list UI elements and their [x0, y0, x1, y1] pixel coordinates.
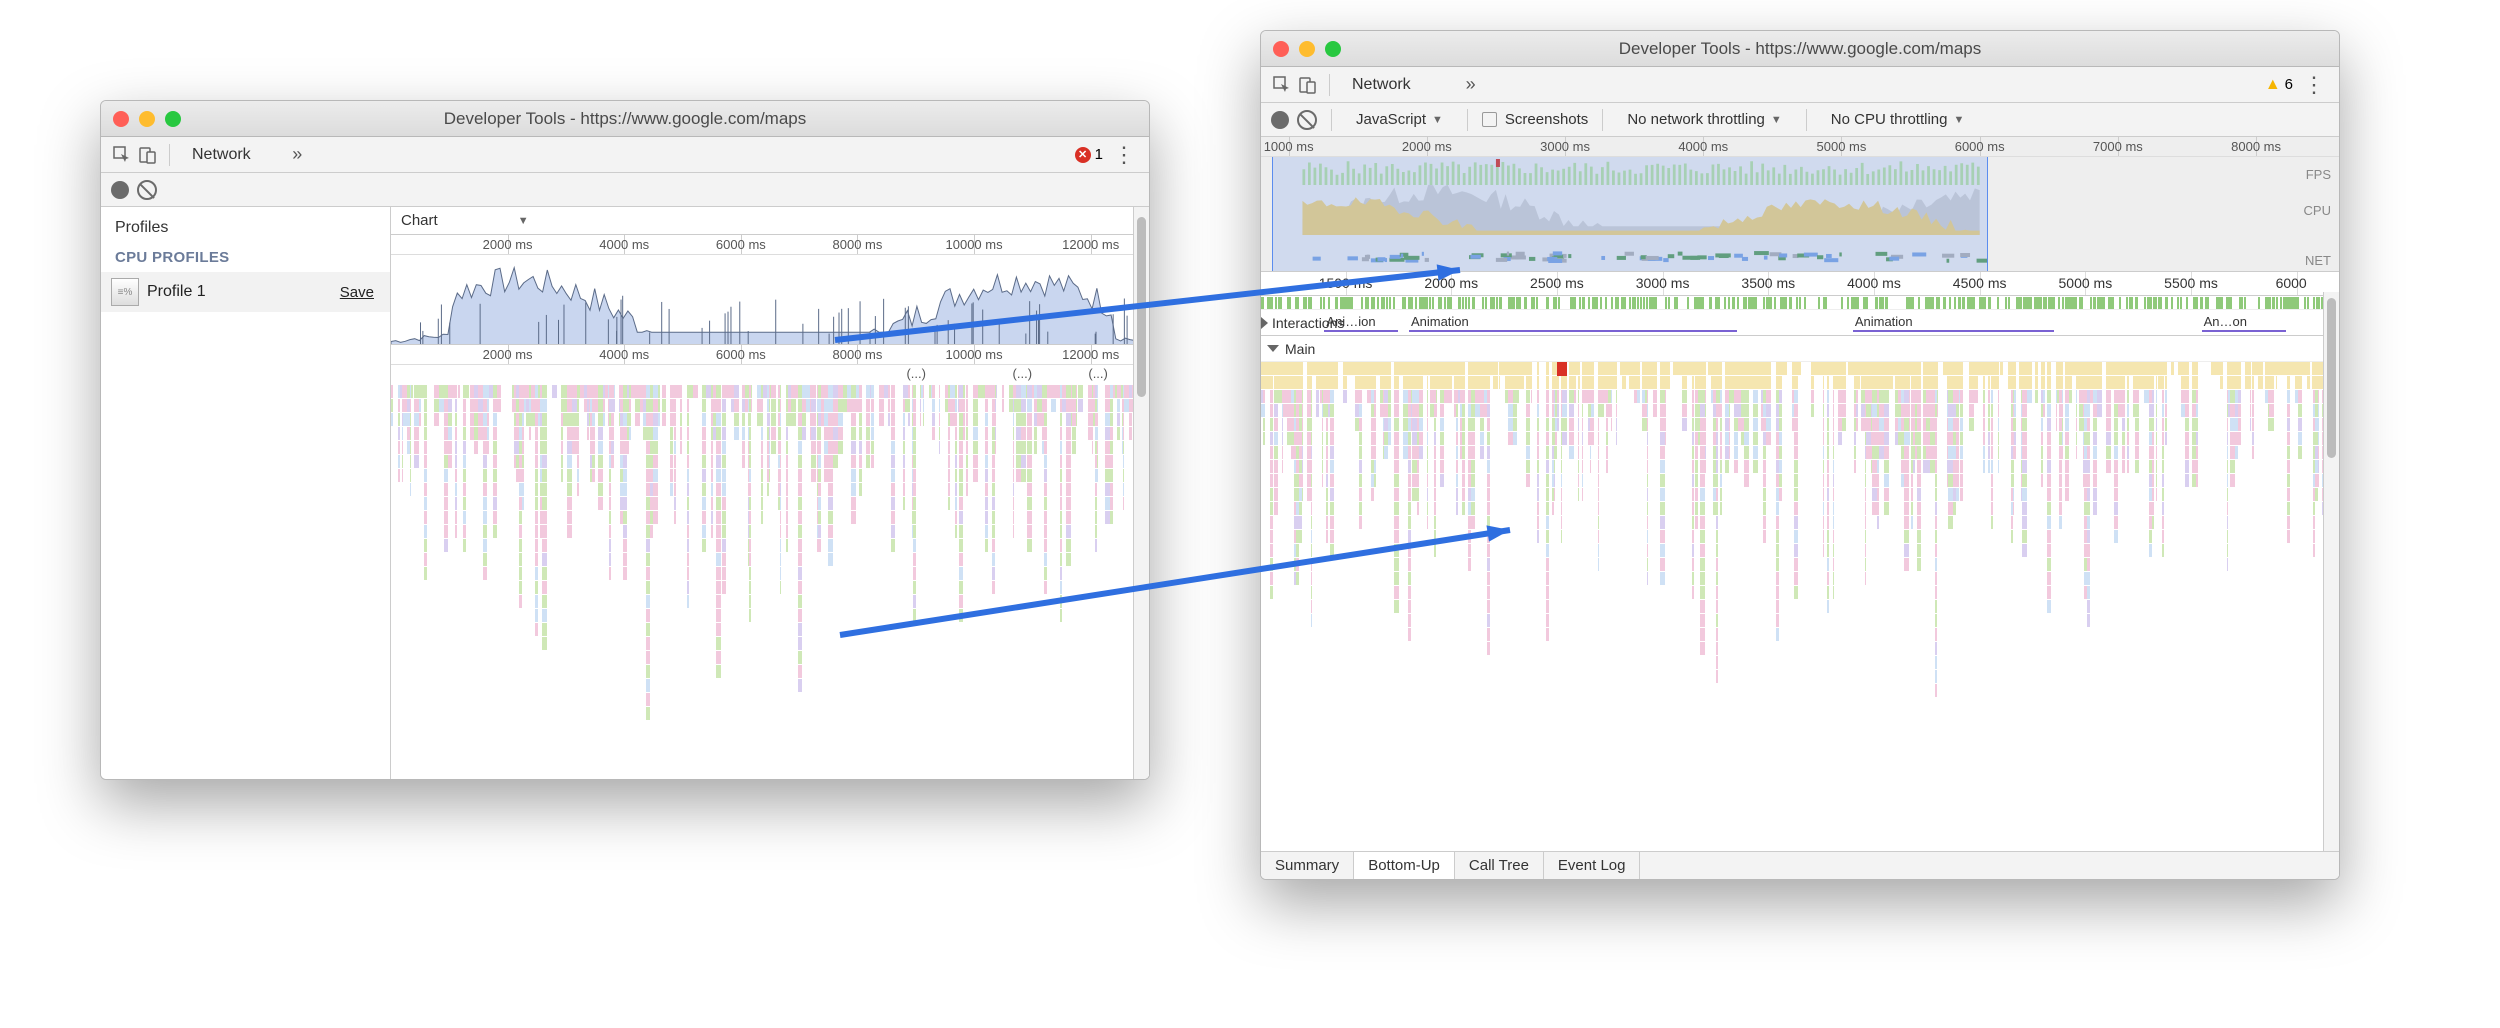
main-label: Main [1285, 341, 1315, 357]
tab-network[interactable]: Network [180, 140, 282, 170]
overview-chart[interactable]: FPS CPU NET [1261, 157, 2339, 272]
interaction-segment[interactable]: Ani…ion [1324, 314, 1398, 332]
disclosure-right-icon[interactable] [1261, 317, 1268, 329]
separator [1331, 109, 1332, 131]
main-flame-chart[interactable] [1261, 362, 2339, 851]
profile-item[interactable]: ≡% Profile 1 Save [101, 272, 390, 312]
dropdown-icon: ▼ [1954, 114, 1965, 126]
overview-brush[interactable] [1272, 157, 1988, 271]
record-button[interactable] [111, 181, 129, 199]
flame-chart[interactable] [391, 385, 1149, 779]
profile-icon: ≡% [111, 278, 139, 306]
panel-body: Profiles CPU PROFILES ≡% Profile 1 Save … [101, 207, 1149, 779]
truncated-row: (...)(...)(...) [391, 365, 1149, 385]
inspect-icon[interactable] [111, 144, 133, 166]
perf-toolbar: JavaScript▼ Screenshots No network throt… [1261, 103, 2339, 137]
warning-icon: ▲ [2265, 76, 2281, 94]
overview-ruler[interactable]: 1000 ms2000 ms3000 ms4000 ms5000 ms6000 … [1261, 137, 2339, 157]
lane-label-cpu: CPU [2302, 203, 2333, 218]
dropdown-icon: ▼ [518, 215, 529, 227]
overview-ruler[interactable]: 2000 ms4000 ms6000 ms8000 ms10000 ms1200… [391, 235, 1149, 255]
bottom-tab-event-log[interactable]: Event Log [1544, 852, 1641, 879]
devtools-window-new: Developer Tools - https://www.google.com… [1260, 30, 2340, 880]
separator [1467, 109, 1468, 131]
detail-ruler[interactable]: 1500 ms2000 ms2500 ms3000 ms3500 ms4000 … [1261, 272, 2339, 296]
screenshots-checkbox[interactable] [1482, 112, 1497, 127]
kebab-menu-icon[interactable]: ⋮ [2299, 72, 2329, 98]
devtools-tabbar: ElementsConsoleSourcesNetworkTimelinePro… [101, 137, 1149, 173]
dropdown-icon: ▼ [1432, 114, 1443, 126]
interaction-segment[interactable]: Animation [1853, 314, 2054, 332]
titlebar[interactable]: Developer Tools - https://www.google.com… [101, 101, 1149, 137]
perf-main: 1000 ms2000 ms3000 ms4000 ms5000 ms6000 … [1261, 137, 2339, 879]
separator [1602, 109, 1603, 131]
chart-view-select[interactable]: Chart ▼ [391, 207, 1149, 235]
interaction-segment[interactable]: Animation [1409, 314, 1737, 332]
screenshots-label: Screenshots [1505, 111, 1588, 128]
profile-main: Chart ▼ 2000 ms4000 ms6000 ms8000 ms1000… [391, 207, 1149, 779]
interactions-track[interactable]: Interactions Ani…ionAnimationAnimationAn… [1261, 310, 2339, 336]
activity-stripe [1261, 296, 2339, 310]
scrollbar-vertical[interactable] [2323, 292, 2339, 851]
error-badge[interactable]: ✕ 1 [1075, 146, 1103, 163]
profile-name: Profile 1 [147, 283, 332, 301]
cpu-throttle-select[interactable]: No CPU throttling▼ [1821, 108, 1975, 131]
devtools-tabbar: ElementsConsoleSourcesNetworkPerformance… [1261, 67, 2339, 103]
record-button[interactable] [1271, 111, 1289, 129]
tab-network[interactable]: Network [1340, 70, 1456, 100]
device-toggle-icon[interactable] [137, 144, 159, 166]
warning-count: 6 [2285, 76, 2293, 93]
bottom-tab-summary[interactable]: Summary [1261, 852, 1354, 879]
kebab-menu-icon[interactable]: ⋮ [1109, 142, 1139, 168]
separator [1329, 74, 1330, 96]
cpu-profiles-heading: CPU PROFILES [101, 243, 390, 272]
clear-button[interactable] [1297, 110, 1317, 130]
capture-select[interactable]: JavaScript▼ [1346, 108, 1453, 131]
error-count: 1 [1095, 146, 1103, 163]
cpu-overview-chart[interactable] [391, 255, 1149, 345]
tabs-overflow-icon[interactable]: » [286, 144, 308, 165]
dropdown-icon: ▼ [1771, 114, 1782, 126]
lane-label-fps: FPS [2304, 167, 2333, 182]
network-throttle-select[interactable]: No network throttling▼ [1617, 108, 1791, 131]
profiles-sidebar: Profiles CPU PROFILES ≡% Profile 1 Save [101, 207, 391, 779]
profiles-heading: Profiles [101, 207, 390, 243]
bottom-tab-call-tree[interactable]: Call Tree [1455, 852, 1544, 879]
separator [169, 144, 170, 166]
window-title: Developer Tools - https://www.google.com… [101, 109, 1149, 129]
scrollbar-vertical[interactable] [1133, 207, 1149, 779]
titlebar[interactable]: Developer Tools - https://www.google.com… [1261, 31, 2339, 67]
devtools-window-old: Developer Tools - https://www.google.com… [100, 100, 1150, 780]
tabs-overflow-icon[interactable]: » [1460, 74, 1482, 95]
warning-badge[interactable]: ▲ 6 [2265, 76, 2293, 94]
disclosure-down-icon[interactable] [1267, 345, 1279, 352]
detail-ruler[interactable]: 2000 ms4000 ms6000 ms8000 ms10000 ms1200… [391, 345, 1149, 365]
lane-label-net: NET [2303, 253, 2333, 268]
profile-save-link[interactable]: Save [340, 284, 374, 301]
main-track-header[interactable]: Main [1261, 336, 2339, 362]
device-toggle-icon[interactable] [1297, 74, 1319, 96]
separator [1806, 109, 1807, 131]
summary-tabs: SummaryBottom-UpCall TreeEvent Log [1261, 851, 2339, 879]
inspect-icon[interactable] [1271, 74, 1293, 96]
record-toolbar [101, 173, 1149, 207]
interaction-segment[interactable]: An…on [2202, 314, 2287, 332]
bottom-tab-bottom-up[interactable]: Bottom-Up [1354, 852, 1455, 879]
clear-button[interactable] [137, 180, 157, 200]
window-title: Developer Tools - https://www.google.com… [1261, 39, 2339, 59]
